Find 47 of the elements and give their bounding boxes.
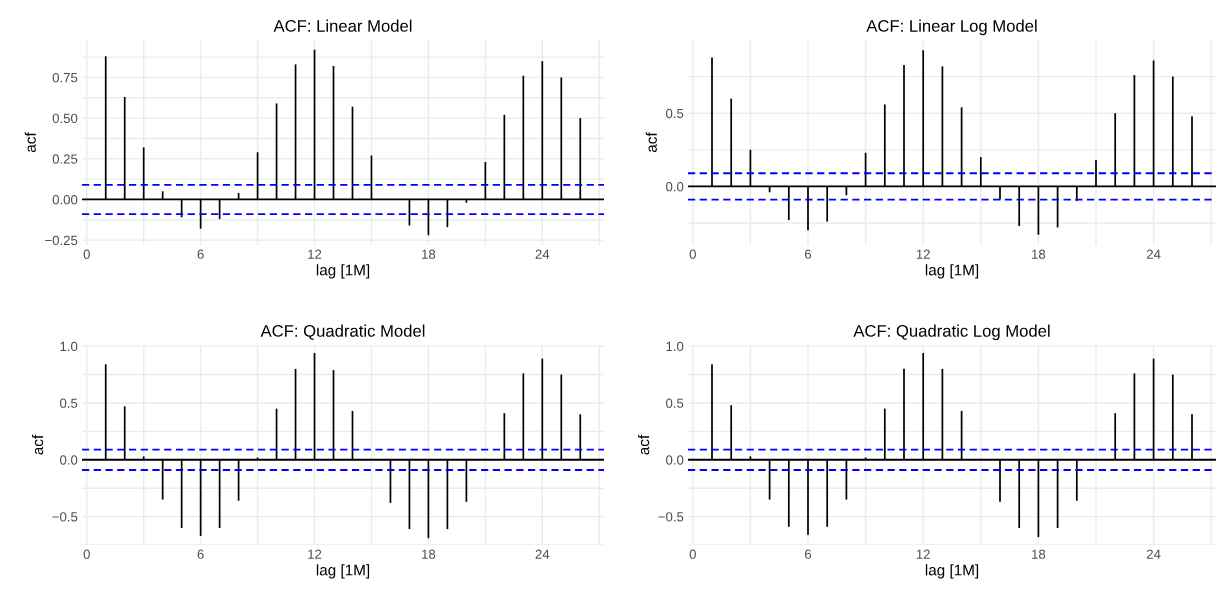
x-tick-label: 12 xyxy=(916,549,930,559)
x-tick-label: 18 xyxy=(422,249,436,259)
y-tick-label: 0.00 xyxy=(52,195,78,205)
x-axis-title: lag [1M] xyxy=(316,564,370,579)
x-tick-label: 6 xyxy=(805,249,812,259)
x-tick-label: 0 xyxy=(689,249,696,259)
x-tick-label: 24 xyxy=(535,249,550,259)
y-tick-label: 0.75 xyxy=(52,72,78,83)
y-tick-label: 0.0 xyxy=(60,455,78,465)
y-axis-title: acf xyxy=(645,132,657,153)
x-tick-label: 18 xyxy=(1032,249,1046,259)
chart-title: ACF: Linear Model xyxy=(273,19,412,32)
x-tick-label: 12 xyxy=(308,249,322,259)
y-tick-label: 0.0 xyxy=(666,182,684,192)
chart-title: ACF: Quadratic Log Model xyxy=(853,324,1050,341)
x-tick-label: 24 xyxy=(535,549,550,559)
x-tick-label: 24 xyxy=(1146,249,1161,259)
y-tick-label: 0.25 xyxy=(52,154,78,164)
x-tick-label: 12 xyxy=(916,249,930,259)
y-tick-label: 0.5 xyxy=(666,398,684,408)
x-tick-label: 0 xyxy=(689,549,696,559)
y-tick-label: 1.0 xyxy=(60,341,78,352)
y-axis-title: acf xyxy=(24,132,36,153)
x-axis-title: lag [1M] xyxy=(316,264,370,279)
y-tick-label: −0.25 xyxy=(45,235,78,246)
x-axis-title: lag [1M] xyxy=(925,564,979,579)
y-tick-label: −0.5 xyxy=(658,512,684,522)
y-tick-label: 1.0 xyxy=(666,341,684,352)
chart-title: ACF: Linear Log Model xyxy=(866,19,1037,36)
chart-title: ACF: Quadratic Model xyxy=(260,324,425,340)
x-tick-label: 6 xyxy=(805,549,812,559)
x-tick-label: 0 xyxy=(83,549,90,559)
y-tick-label: 0.5 xyxy=(666,108,684,119)
y-tick-label: 0.50 xyxy=(52,113,78,124)
y-axis-title: acf xyxy=(32,434,44,455)
x-tick-label: 0 xyxy=(83,249,90,259)
y-tick-label: 0.5 xyxy=(60,398,78,408)
x-tick-label: 6 xyxy=(197,249,204,259)
x-tick-label: 24 xyxy=(1146,549,1161,559)
y-axis-title: acf xyxy=(638,434,650,455)
x-tick-label: 18 xyxy=(422,549,436,559)
x-tick-label: 6 xyxy=(197,549,204,559)
x-tick-label: 18 xyxy=(1032,549,1046,559)
x-axis-title: lag [1M] xyxy=(925,264,979,279)
y-tick-label: 0.0 xyxy=(666,455,684,465)
x-tick-label: 12 xyxy=(308,549,322,559)
y-tick-label: −0.5 xyxy=(52,512,78,522)
